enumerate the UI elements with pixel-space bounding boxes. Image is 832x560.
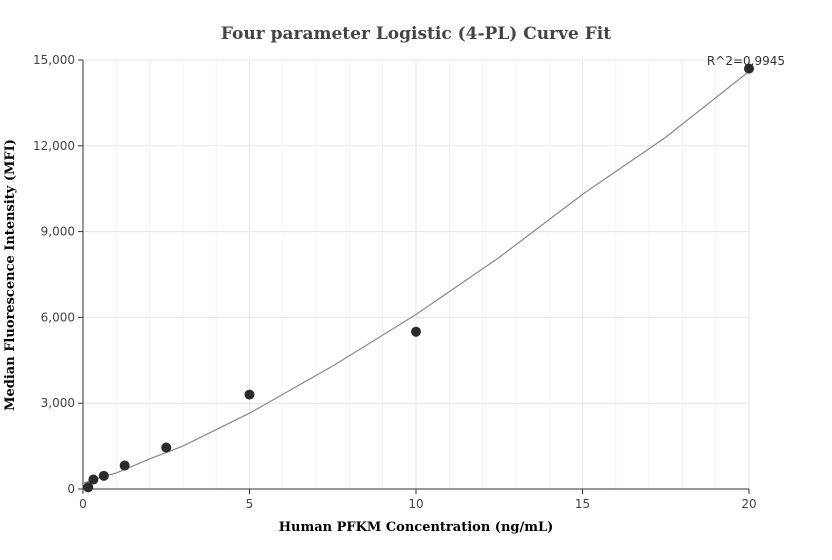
y-tick-label: 6,000 — [41, 310, 75, 324]
y-tick-label: 0 — [67, 482, 75, 496]
data-point — [244, 389, 255, 400]
x-tick-label: 20 — [741, 497, 756, 511]
tick-labels: 0 5 10 15 20 0 3,000 6,000 9,000 12,000 15,000 — [33, 53, 757, 511]
x-tick-label: 0 — [79, 497, 87, 511]
grid — [83, 59, 750, 489]
series — [82, 63, 754, 493]
data-point — [88, 474, 99, 485]
chart-title: Four parameter Logistic (4-PL) Curve Fit — [221, 24, 611, 44]
y-axis-label: Median Fluorescence Intensity (MFI) — [3, 139, 18, 411]
y-tick-label: 12,000 — [33, 139, 75, 153]
y-tick-label: 15,000 — [33, 53, 75, 67]
fit-curve — [82, 70, 750, 484]
x-tick-label: 15 — [575, 497, 590, 511]
data-point — [119, 460, 130, 471]
x-axis-label: Human PFKM Concentration (ng/mL) — [279, 520, 554, 535]
axes — [78, 59, 750, 494]
data-point — [98, 470, 109, 481]
data-point — [83, 482, 94, 493]
y-tick-label: 3,000 — [41, 396, 75, 410]
data-point — [161, 442, 172, 453]
data-point — [744, 63, 754, 74]
x-tick-label: 5 — [246, 497, 254, 511]
y-tick-label: 9,000 — [41, 225, 75, 239]
x-tick-label: 10 — [408, 497, 423, 511]
data-point — [411, 326, 421, 337]
r-squared-annotation: R^2=0.9945 — [707, 54, 785, 68]
